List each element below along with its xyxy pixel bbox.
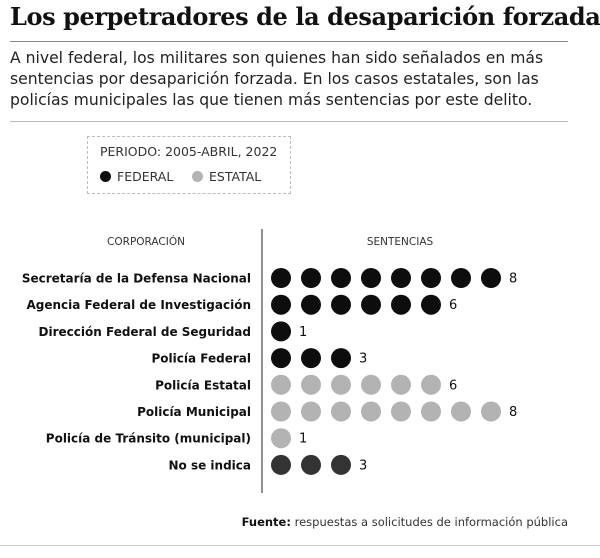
dot-chart: CORPORACIÓN SENTENCIAS Secretaría de la De… — [22, 229, 517, 493]
sentence-dot — [421, 268, 441, 288]
sentence-dot — [451, 401, 471, 422]
row-value-label: 8 — [509, 405, 517, 420]
bottom-divider — [0, 545, 600, 546]
sentence-dot — [391, 268, 411, 288]
row-label: No se indica — [169, 458, 252, 472]
sentence-dot — [391, 294, 411, 315]
legend: PERIODO: 2005-ABRIL, 2022 FEDERAL ESTATA… — [87, 136, 291, 194]
sentence-dot — [481, 401, 501, 422]
sentence-dot — [331, 401, 351, 422]
sentence-dot — [421, 401, 441, 422]
sentence-dot — [331, 294, 351, 315]
row-label: Secretaría de la Defensa Nacional — [22, 272, 251, 286]
sentence-dot — [301, 294, 321, 315]
sentence-dot — [301, 268, 321, 288]
sentence-dot — [421, 374, 441, 395]
row-label: Policía Federal — [152, 352, 251, 366]
sentence-dot — [301, 374, 321, 395]
chart-subtitle: A nivel federal, los militares son quien… — [10, 49, 544, 109]
sentence-dot — [301, 401, 321, 422]
sentence-dot — [361, 294, 381, 315]
legend-item-estatal: ESTATAL — [192, 169, 261, 184]
row-value-label: 6 — [449, 378, 457, 393]
source-note: Fuente: respuestas a solicitudes de info… — [242, 515, 568, 529]
sentence-dot — [391, 374, 411, 395]
sentence-dot — [361, 401, 381, 422]
legend-period: PERIODO: 2005-ABRIL, 2022 — [100, 144, 278, 159]
sentence-dot — [331, 348, 351, 369]
legend-label-estatal: ESTATAL — [209, 169, 262, 184]
sentence-dot — [271, 428, 291, 449]
sentence-dot — [331, 268, 351, 288]
legend-item-federal: FEDERAL — [100, 169, 173, 184]
sentence-dot — [301, 348, 321, 369]
row-value-label: 3 — [359, 458, 367, 473]
row-value-label: 3 — [359, 352, 367, 367]
legend-swatch-estatal — [192, 171, 203, 182]
sentence-dot — [361, 268, 381, 288]
column-header-sentencias: SENTENCIAS — [367, 236, 434, 248]
row-label: Policía de Tránsito (municipal) — [46, 432, 251, 446]
sentence-dot — [271, 454, 291, 475]
row-label: Policía Estatal — [155, 378, 251, 392]
legend-swatch-federal — [100, 171, 111, 182]
chart-title: Los perpetradores de la desaparición for… — [10, 2, 600, 31]
row-value-label: 1 — [299, 432, 307, 447]
sentence-dot — [271, 321, 291, 342]
row-label: Dirección Federal de Seguridad — [39, 325, 251, 339]
sentence-dot — [271, 348, 291, 369]
sentence-dot — [481, 268, 501, 288]
column-header-corporacion: CORPORACIÓN — [107, 235, 185, 248]
subtitle-divider — [10, 121, 568, 122]
sentence-dot — [331, 374, 351, 395]
sentence-dot — [301, 454, 321, 475]
row-value-label: 6 — [449, 298, 457, 313]
title-divider — [10, 41, 568, 42]
source-label: Fuente: — [241, 515, 291, 529]
sentence-dot — [271, 294, 291, 315]
row-value-label: 8 — [509, 272, 517, 287]
source-text: respuestas a solicitudes de información … — [294, 515, 568, 529]
sentence-dot — [391, 401, 411, 422]
sentence-dot — [421, 294, 441, 315]
sentence-dot — [451, 268, 471, 288]
sentence-dot — [271, 268, 291, 288]
sentence-dot — [271, 401, 291, 422]
sentence-dot — [331, 454, 351, 475]
legend-label-federal: FEDERAL — [117, 169, 174, 184]
sentence-dot — [271, 374, 291, 395]
row-label: Policía Municipal — [137, 405, 251, 419]
row-label: Agencia Federal de Investigación — [26, 298, 251, 312]
sentence-dot — [361, 374, 381, 395]
row-value-label: 1 — [299, 325, 307, 340]
